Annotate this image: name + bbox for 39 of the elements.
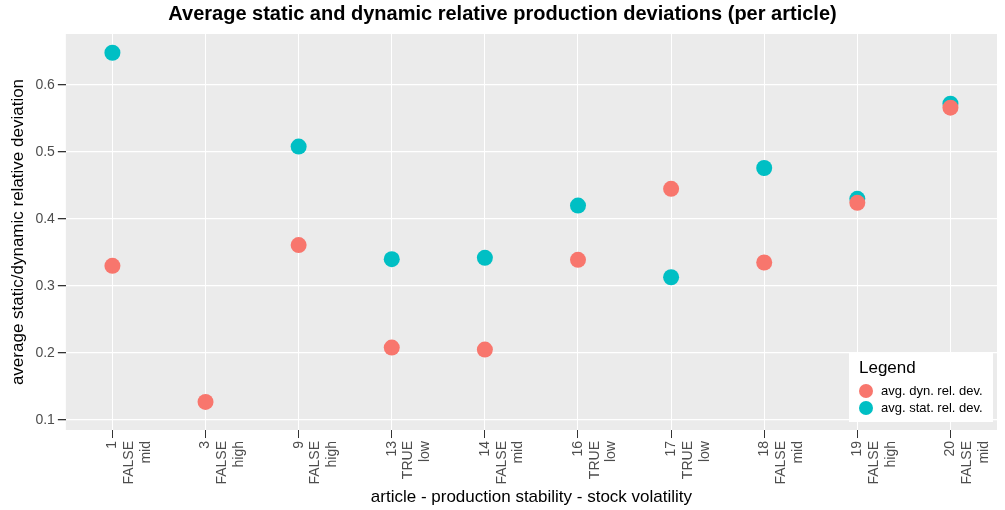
chart-title: Average static and dynamic relative production deviations (per article) [167, 2, 838, 25]
point [383, 339, 400, 356]
point [290, 237, 307, 254]
y-tick-label: 0.3 [35, 276, 56, 293]
y-tick-label: 0.2 [35, 343, 56, 360]
point [104, 257, 121, 274]
point [476, 341, 493, 358]
x-tick-label: 3 FALSE high [196, 440, 246, 485]
point [663, 180, 680, 197]
x-tick-label: 20 FALSE mid [941, 440, 991, 485]
legend-title: Legend [859, 358, 917, 379]
x-tick-label: 14 FALSE mid [475, 440, 526, 485]
legend-label: avg. dyn. rel. dev. [881, 382, 983, 400]
x-tick-label: 16 TRUE low [568, 440, 619, 480]
x-tick-label: 13 TRUE low [382, 440, 433, 480]
point [197, 393, 214, 410]
y-tick-label: 0.1 [35, 410, 56, 427]
x-tick-label: 1 FALSE mid [103, 440, 153, 485]
y-tick-label: 0.6 [35, 75, 56, 92]
point [849, 194, 866, 211]
legend-label: avg. stat. rel. dev. [881, 399, 983, 417]
y-axis-title: average static/dynamic relative deviation [7, 78, 27, 386]
x-tick-label: 19 FALSE high [848, 440, 898, 485]
x-tick-label: 17 TRUE low [661, 440, 712, 480]
point [290, 138, 307, 155]
point [569, 251, 586, 268]
point [756, 254, 773, 271]
point [942, 99, 959, 116]
point [756, 160, 773, 177]
y-tick-label: 0.5 [35, 142, 56, 159]
x-tick-label: 9 FALSE high [289, 440, 340, 485]
x-axis-title: article - production stability - stock volatility [370, 487, 693, 507]
point [663, 269, 680, 286]
point [476, 249, 493, 266]
point [383, 251, 400, 268]
x-tick-label: 18 FALSE mid [755, 440, 805, 485]
y-tick-label: 0.4 [35, 209, 56, 226]
point [104, 44, 121, 61]
point [569, 197, 586, 214]
